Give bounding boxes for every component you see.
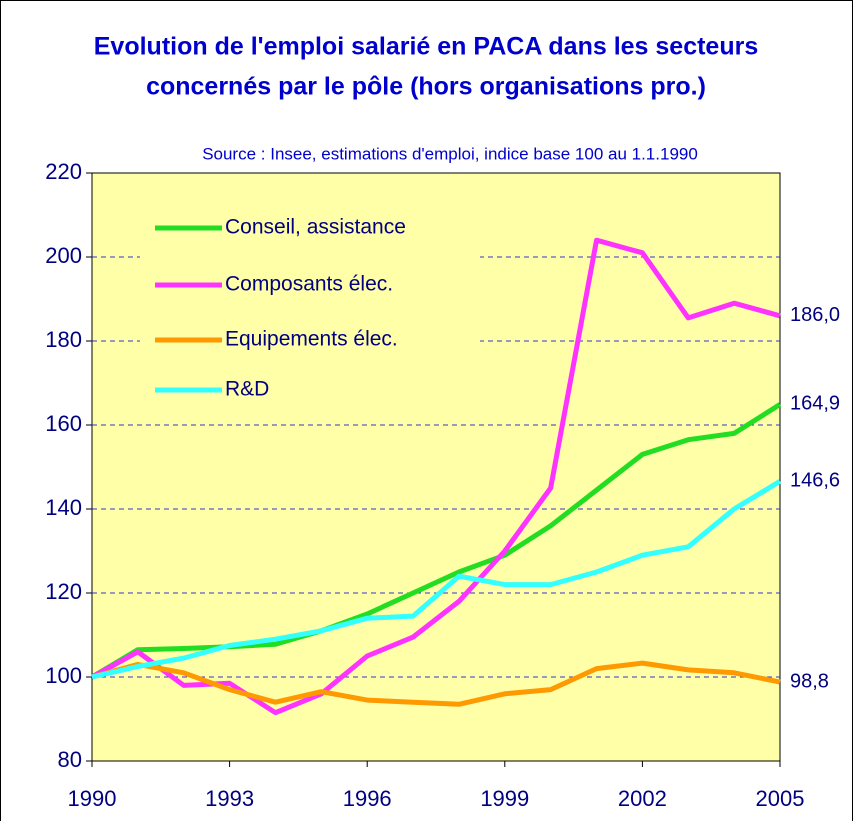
value-label: 186,0 (790, 304, 840, 326)
legend-label: Equipements élec. (225, 328, 398, 351)
y-tick-label: 200 (45, 243, 82, 268)
legend-label: Composants élec. (225, 273, 393, 296)
x-tick-label: 1996 (343, 786, 392, 811)
x-tick-label: 1993 (205, 786, 254, 811)
legend-label: Conseil, assistance (225, 216, 406, 239)
y-tick-label: 220 (45, 159, 82, 184)
legend-label: R&D (225, 378, 269, 401)
value-label: 98,8 (790, 670, 829, 692)
series-line (90, 237, 781, 716)
series-line (90, 402, 782, 680)
series-line (91, 479, 782, 680)
y-tick-label: 140 (45, 495, 82, 520)
series-line (91, 660, 781, 707)
y-tick-label: 80 (58, 747, 82, 772)
y-tick-label: 160 (45, 411, 82, 436)
chart-title: concernés par le pôle (hors organisation… (146, 73, 706, 101)
subtitle: Source : Insee, estimations d'emploi, in… (202, 144, 698, 163)
y-tick-label: 120 (45, 579, 82, 604)
y-tick-label: 100 (45, 663, 82, 688)
chart-title: Evolution de l'emploi salarié en PACA da… (94, 33, 759, 61)
y-tick-label: 180 (45, 327, 82, 352)
legend (140, 205, 480, 415)
value-label: 146,6 (790, 470, 840, 492)
value-label: 164,9 (790, 393, 840, 415)
x-tick-label: 2002 (618, 786, 667, 811)
x-tick-label: 1990 (68, 786, 117, 811)
x-tick-label: 1999 (480, 786, 529, 811)
x-tick-label: 2005 (756, 786, 805, 811)
